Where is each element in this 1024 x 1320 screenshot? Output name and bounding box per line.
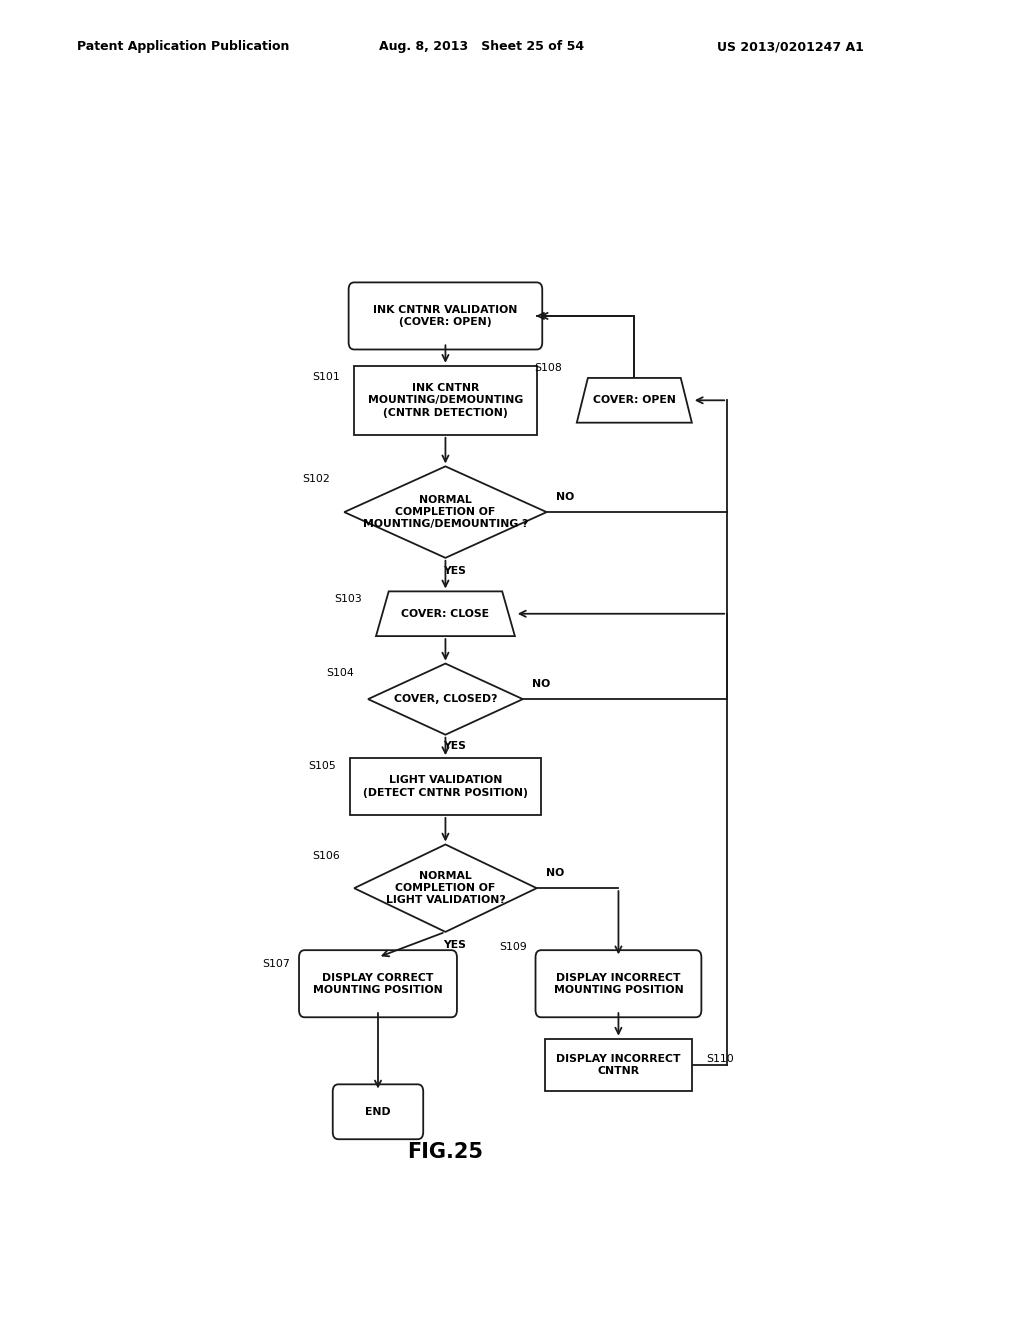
- Text: DISPLAY CORRECT
MOUNTING POSITION: DISPLAY CORRECT MOUNTING POSITION: [313, 973, 442, 995]
- Text: COVER: OPEN: COVER: OPEN: [593, 395, 676, 405]
- FancyBboxPatch shape: [348, 282, 543, 350]
- Text: LIGHT VALIDATION
(DETECT CNTNR POSITION): LIGHT VALIDATION (DETECT CNTNR POSITION): [362, 775, 528, 797]
- Text: YES: YES: [443, 741, 466, 751]
- Text: US 2013/0201247 A1: US 2013/0201247 A1: [717, 40, 863, 53]
- Polygon shape: [577, 378, 692, 422]
- Text: NO: NO: [532, 678, 551, 689]
- Text: Patent Application Publication: Patent Application Publication: [77, 40, 289, 53]
- Bar: [354, 366, 537, 434]
- Text: S107: S107: [262, 960, 290, 969]
- Text: NO: NO: [556, 492, 574, 502]
- FancyBboxPatch shape: [536, 950, 701, 1018]
- Text: NORMAL
COMPLETION OF
LIGHT VALIDATION?: NORMAL COMPLETION OF LIGHT VALIDATION?: [386, 871, 505, 906]
- Text: END: END: [366, 1106, 391, 1117]
- Text: S101: S101: [312, 372, 340, 381]
- Text: S104: S104: [326, 668, 353, 678]
- Text: COVER: CLOSE: COVER: CLOSE: [401, 609, 489, 619]
- Text: S102: S102: [302, 474, 330, 484]
- Bar: [350, 758, 541, 814]
- Polygon shape: [368, 664, 523, 735]
- Text: DISPLAY INCORRECT
CNTNR: DISPLAY INCORRECT CNTNR: [556, 1053, 681, 1076]
- FancyBboxPatch shape: [333, 1084, 423, 1139]
- Text: COVER, CLOSED?: COVER, CLOSED?: [393, 694, 498, 704]
- Text: INK CNTNR VALIDATION
(COVER: OPEN): INK CNTNR VALIDATION (COVER: OPEN): [374, 305, 517, 327]
- Text: NO: NO: [546, 869, 564, 878]
- Text: S103: S103: [334, 594, 361, 603]
- Text: FIG.25: FIG.25: [408, 1142, 483, 1163]
- Text: NORMAL
COMPLETION OF
MOUNTING/DEMOUNTING ?: NORMAL COMPLETION OF MOUNTING/DEMOUNTING…: [362, 495, 528, 529]
- Polygon shape: [354, 845, 537, 932]
- Text: S109: S109: [499, 942, 526, 952]
- Text: S106: S106: [312, 851, 340, 861]
- Text: YES: YES: [443, 940, 466, 950]
- Text: Aug. 8, 2013   Sheet 25 of 54: Aug. 8, 2013 Sheet 25 of 54: [379, 40, 584, 53]
- Text: YES: YES: [443, 566, 466, 576]
- Text: S105: S105: [308, 762, 336, 771]
- Polygon shape: [344, 466, 547, 558]
- Text: INK CNTNR
MOUNTING/DEMOUNTING
(CNTNR DETECTION): INK CNTNR MOUNTING/DEMOUNTING (CNTNR DET…: [368, 383, 523, 417]
- Text: DISPLAY INCORRECT
MOUNTING POSITION: DISPLAY INCORRECT MOUNTING POSITION: [554, 973, 683, 995]
- Text: S110: S110: [707, 1053, 734, 1064]
- Text: S108: S108: [535, 363, 562, 372]
- Polygon shape: [376, 591, 515, 636]
- FancyBboxPatch shape: [299, 950, 457, 1018]
- Bar: [545, 1039, 692, 1092]
